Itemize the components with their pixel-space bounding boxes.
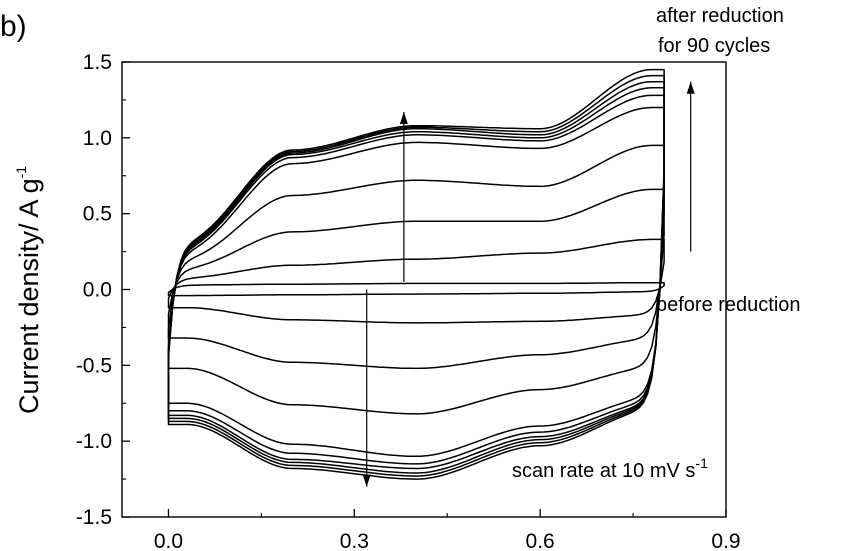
y-axis-label-text: Current density/ A g xyxy=(14,178,44,414)
y-axis-label: Current density/ A g-1 xyxy=(13,166,44,414)
annotation-scan-rate: scan rate at 10 mV s-1 xyxy=(512,455,708,482)
cv-curve xyxy=(167,74,665,477)
panel-label: b) xyxy=(0,10,27,43)
y-tick-label: 1.5 xyxy=(83,51,112,74)
annotation-for-90-cycles: for 90 cycles xyxy=(658,35,770,57)
y-tick-label: -1.5 xyxy=(76,506,112,529)
x-tick-label: 0.6 xyxy=(526,530,555,551)
scan-rate-superscript: -1 xyxy=(695,455,708,471)
y-tick-label: -0.5 xyxy=(76,354,112,377)
arrow-head xyxy=(686,81,695,94)
annotation-after-reduction: after reduction xyxy=(656,5,784,27)
y-tick-label: 0.5 xyxy=(83,203,112,226)
arrow-head xyxy=(399,112,408,125)
cv-curve xyxy=(167,106,665,458)
y-axis-label-superscript: -1 xyxy=(13,166,29,179)
scan-rate-text: scan rate at 10 mV s xyxy=(512,460,695,482)
x-tick-label: 0.0 xyxy=(154,530,183,551)
cv-curves xyxy=(167,68,665,480)
cv-curve xyxy=(167,281,665,297)
cv-curve xyxy=(167,87,665,470)
cv-curve xyxy=(167,94,665,465)
cv-curve xyxy=(167,238,665,324)
arrow-head xyxy=(362,474,371,487)
y-tick-label: 1.0 xyxy=(83,127,112,150)
annotation-before-reduction: before reduction xyxy=(656,294,801,316)
cv-curve xyxy=(167,188,665,370)
axes: 0.0 0.3 0.6 0.9 1.5 1.0 0.5 0.0 -0.5 -1.0 -1.5 xyxy=(76,51,741,551)
cv-curve xyxy=(167,68,665,480)
x-tick-label: 0.9 xyxy=(711,530,740,551)
plot-frame xyxy=(121,61,727,518)
cv-curve xyxy=(167,144,665,415)
y-tick-label: -1.0 xyxy=(76,430,112,453)
y-tick-label: 0.0 xyxy=(83,279,112,302)
arrows xyxy=(362,81,695,487)
x-tick-label: 0.3 xyxy=(340,530,369,551)
